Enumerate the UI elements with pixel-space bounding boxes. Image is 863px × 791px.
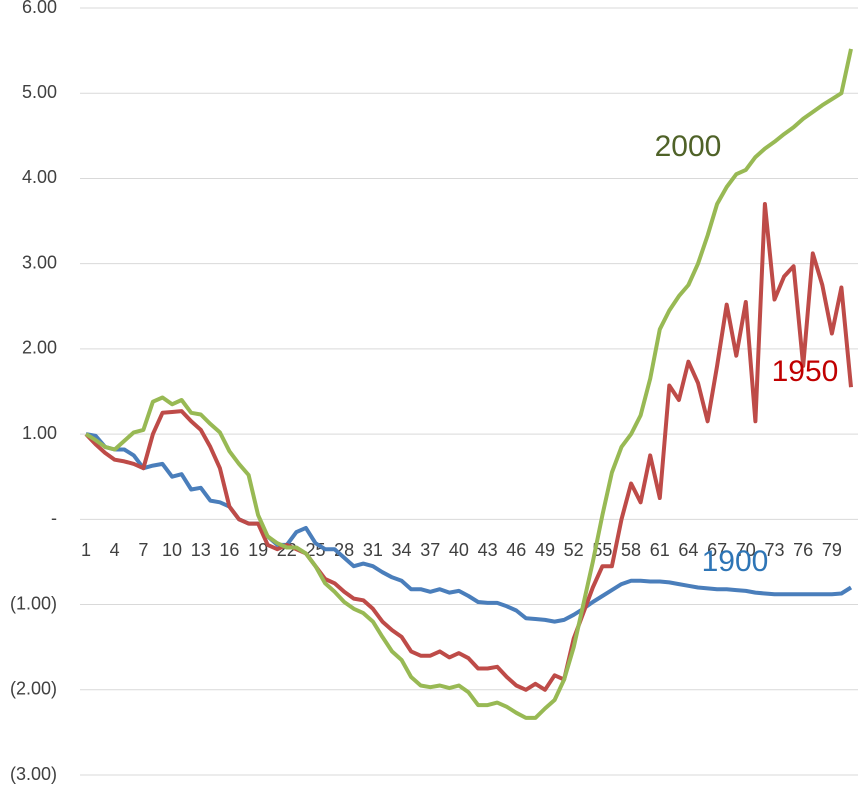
x-tick-label: 37 [420, 540, 440, 560]
y-tick-label: (1.00) [10, 593, 57, 613]
x-tick-label: 10 [162, 540, 182, 560]
x-tick-label: 31 [363, 540, 383, 560]
series-line [85, 432, 853, 624]
x-tick-label: 76 [793, 540, 813, 560]
series-label: 1950 [772, 355, 839, 388]
x-tick-label: 73 [764, 540, 784, 560]
y-tick-label: (2.00) [10, 679, 57, 699]
series-line [84, 202, 853, 692]
x-tick-label: 79 [822, 540, 842, 560]
y-tick-label: 2.00 [22, 338, 57, 358]
x-tick-label: 58 [621, 540, 641, 560]
y-tick-label: 5.00 [22, 82, 57, 102]
series-label: 2000 [655, 130, 722, 163]
y-tick-label: - [51, 508, 57, 528]
x-tick-label: 16 [219, 540, 239, 560]
x-tick-label: 70 [736, 540, 756, 560]
x-tick-label: 13 [191, 540, 211, 560]
x-tick-label: 7 [138, 540, 148, 560]
x-tick-label: 67 [707, 540, 727, 560]
x-tick-label: 34 [392, 540, 412, 560]
y-tick-label: 3.00 [22, 252, 57, 272]
x-tick-label: 1 [81, 540, 91, 560]
y-tick-label: (3.00) [10, 764, 57, 784]
y-tick-label: 1.00 [22, 423, 57, 443]
y-tick-label: 4.00 [22, 167, 57, 187]
x-tick-label: 61 [650, 540, 670, 560]
x-tick-label: 40 [449, 540, 469, 560]
x-tick-label: 64 [678, 540, 698, 560]
x-tick-label: 52 [564, 540, 584, 560]
x-tick-label: 46 [506, 540, 526, 560]
x-tick-label: 4 [110, 540, 120, 560]
x-tick-label: 19 [248, 540, 268, 560]
y-tick-label: 6.00 [22, 0, 57, 17]
x-tick-label: 43 [478, 540, 498, 560]
series-line [84, 48, 853, 720]
series-label: 1900 [702, 545, 769, 578]
x-tick-label: 49 [535, 540, 555, 560]
